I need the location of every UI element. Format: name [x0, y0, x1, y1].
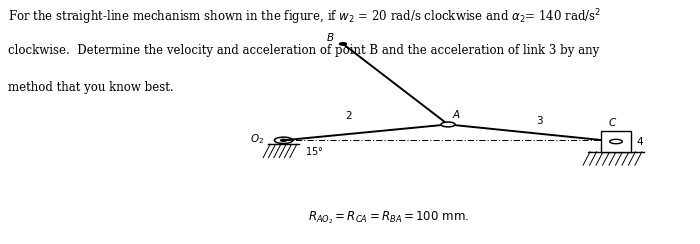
Text: 3: 3 — [536, 116, 542, 126]
Text: method that you know best.: method that you know best. — [8, 81, 174, 93]
Text: For the straight-line mechanism shown in the figure, if $w_2$ = 20 rad/s clockwi: For the straight-line mechanism shown in… — [8, 7, 601, 27]
Bar — [601, 131, 631, 152]
Text: 2: 2 — [345, 112, 351, 121]
Text: $B$: $B$ — [326, 31, 335, 43]
Text: clockwise.  Determine the velocity and acceleration of point B and the accelerat: clockwise. Determine the velocity and ac… — [8, 44, 600, 57]
Text: $O_2$: $O_2$ — [250, 132, 264, 146]
Text: $C$: $C$ — [608, 116, 617, 128]
Circle shape — [340, 43, 346, 45]
Circle shape — [281, 139, 286, 141]
Text: $R_{AO_2} = R_{CA} = R_{BA} = 100$ mm.: $R_{AO_2} = R_{CA} = R_{BA} = 100$ mm. — [308, 209, 469, 226]
Circle shape — [442, 122, 454, 127]
Text: 4: 4 — [636, 137, 643, 146]
Text: $A$: $A$ — [452, 108, 461, 120]
Text: $15°$: $15°$ — [304, 145, 323, 157]
